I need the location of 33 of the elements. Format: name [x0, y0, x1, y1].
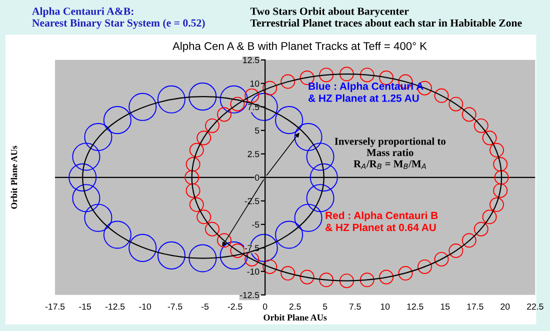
- y-tick-label: 5: [254, 128, 260, 134]
- x-tick-label: 20: [500, 303, 510, 310]
- y-tick-label: 0: [254, 174, 260, 181]
- y-tick-label: -10: [247, 268, 260, 275]
- x-tick-label: -12.5: [105, 303, 125, 310]
- x-tick-label: -15: [79, 304, 91, 310]
- x-tick-label: -5: [202, 304, 209, 310]
- x-tick-label: 7.5: [349, 304, 361, 310]
- chart-title: Alpha Cen A & B with Planet Tracks at Teff = 400° K: [172, 42, 427, 52]
- text: Inversely proportional to Mass ratio R$_{A}$/R$_{B}$ = M$_{B}$/M$_{A}$: [334, 137, 446, 169]
- y-axis-title: Orbit Plane AUs: [10, 146, 18, 209]
- x-tick-label: 22.5: [527, 303, 544, 310]
- x-tick-label: 10: [380, 303, 390, 310]
- x-tick-label: 15: [440, 304, 450, 310]
- x-tick-label: 17.5: [467, 304, 484, 310]
- x-tick-label: -7.5: [168, 304, 182, 310]
- x-tick-label: 12.5: [407, 303, 424, 310]
- y-tick-label: 2.5: [248, 150, 260, 158]
- series-label: Red : Alpha Centauri B & HZ Planet at 0.64 AU: [326, 211, 438, 232]
- y-tick-label: -5: [252, 222, 260, 228]
- x-tick-label: 0: [262, 303, 268, 310]
- x-axis-title: Orbit Plane AUs: [264, 314, 327, 321]
- y-tick-label: 12.5: [243, 56, 260, 64]
- y-tick-label: 7.5: [248, 104, 260, 110]
- text: Alpha Centauri A&B: Nearest Binary Star System (e = 0.52): [32, 7, 205, 29]
- x-tick-label: -17.5: [45, 304, 65, 310]
- x-tick-label: -2.5: [228, 303, 242, 310]
- x-tick-label: -10: [139, 303, 152, 310]
- y-tick-label: -12.5: [240, 292, 260, 298]
- y-tick-label: 10: [250, 80, 260, 87]
- text: Two Stars Orbit about Barycenter Terrestrial Planet traces about each star in Habitable Zone: [250, 7, 522, 27]
- x-tick-label: 2.5: [289, 303, 301, 310]
- x-tick-label: 5: [323, 304, 328, 310]
